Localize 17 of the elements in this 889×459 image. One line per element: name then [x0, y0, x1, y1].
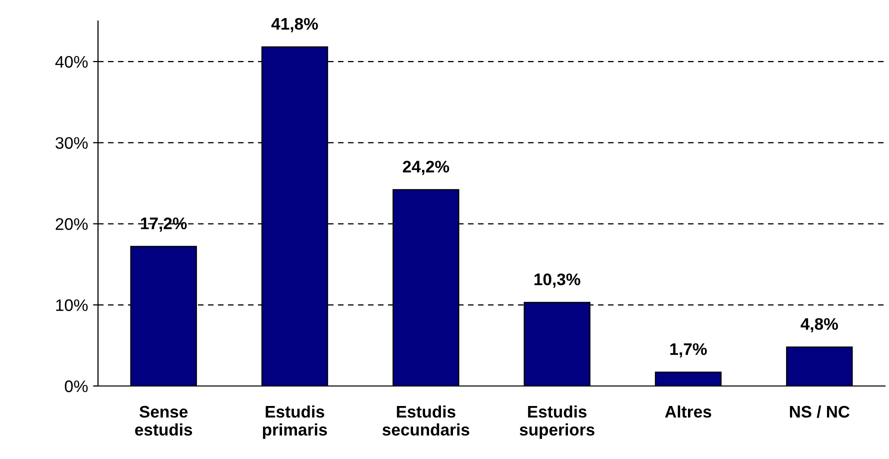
data-label: 10,3% — [534, 273, 580, 288]
y-tick-label: 30% — [56, 137, 88, 149]
data-label: 24,2% — [402, 160, 450, 175]
x-tick-label: Estudis superiors — [520, 405, 594, 439]
y-tick-label: 0% — [64, 380, 88, 392]
data-label: 41,8% — [271, 18, 318, 32]
x-tick-label: Sense estudis — [135, 406, 192, 436]
x-tick-label: NS / NC — [790, 405, 850, 418]
y-tick-label: 20% — [56, 218, 88, 230]
y-tick-label: 40% — [55, 56, 88, 68]
data-label: 17,2% — [141, 218, 187, 232]
x-tick-label: Estudis primaris — [262, 405, 327, 439]
data-label: 1,7% — [670, 343, 707, 358]
x-tick-label: Altres — [665, 405, 712, 418]
data-label: 4,8% — [800, 318, 838, 332]
y-tick-label: 10% — [56, 299, 88, 312]
x-tick-label: Estudis secundaris — [382, 405, 470, 436]
